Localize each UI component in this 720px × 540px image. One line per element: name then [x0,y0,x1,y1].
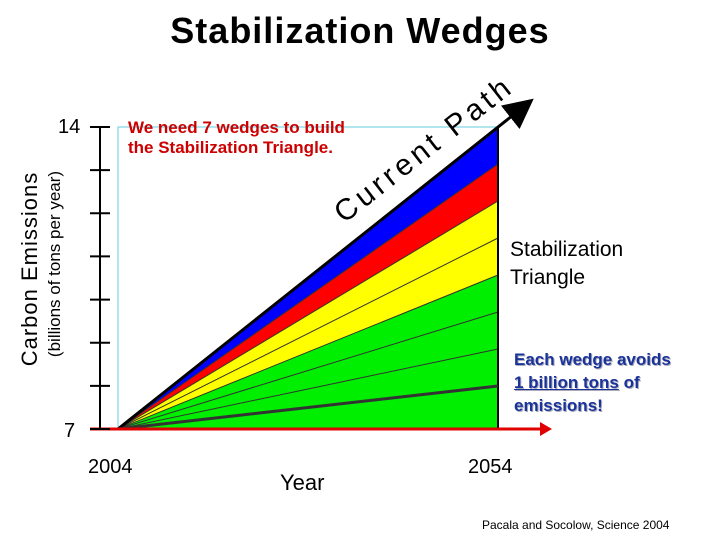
y-axis-units: (billions of tons per year) [45,170,64,358]
stabilization-triangle-label: Stabilization Triangle [510,236,623,292]
y-axis-label: Carbon Emissions [17,171,42,367]
wedge-note-underlined: 1 billion tons [514,373,619,392]
x-tick-label-end: 2054 [468,456,513,478]
wedge-note-line1: Each wedge avoids [514,350,671,369]
wedge-divider-line [117,163,499,430]
wedge-note-mid: of [618,373,640,392]
x-axis-label: Year [280,470,325,495]
wedge-divider-line [117,311,499,430]
current-path-arrow [117,98,534,431]
wedge-divider-line [117,274,499,430]
wedge-avoids-note: Each wedge avoids 1 billion tons of emis… [514,348,671,417]
wedge-divider-line [117,348,499,430]
red-baseline-arrowhead [540,422,552,436]
flat-path-line [117,384,499,431]
y-axis-ticks [90,126,110,430]
x-tick-label-start: 2004 [88,456,133,478]
y-tick-label-top: 14 [58,116,81,138]
wedge-note-line3: emissions! [514,396,603,415]
page-title: Stabilization Wedges [170,10,550,51]
triangle-label-line2: Triangle [510,266,586,289]
wedge-note-line2: 1 billion tons of [514,371,671,394]
wedge-divider-line [117,200,499,430]
source-credit: Pacala and Socolow, Science 2004 [482,518,670,532]
triangle-label-line1: Stabilization [510,238,624,261]
need-wedges-callout: We need 7 wedges to build the Stabilizat… [128,118,345,157]
y-tick-label-bottom: 7 [64,420,76,442]
wedge-divider-line [117,237,499,430]
wedge-dividers [117,163,499,430]
